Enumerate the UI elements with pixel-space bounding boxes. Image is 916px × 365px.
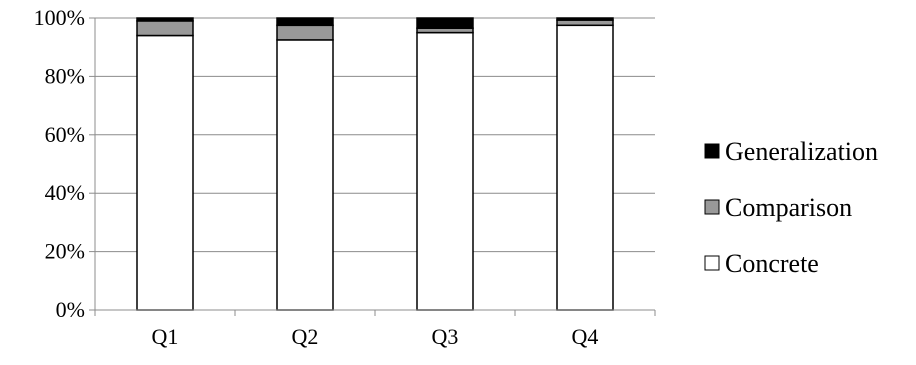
legend-swatch-generalization (704, 143, 720, 159)
legend: Generalization Comparison Concrete (704, 137, 878, 278)
x-tick-label: Q3 (432, 324, 459, 349)
axes (89, 17, 656, 316)
y-tick-label: 40% (45, 180, 85, 205)
bar-segment-concrete-q3 (416, 31, 474, 311)
y-tick-label: 0% (56, 297, 85, 322)
bar-segment-generalization-q3 (416, 17, 474, 29)
bar-segment-concrete-q1 (136, 34, 194, 311)
x-tick-label: Q1 (152, 324, 179, 349)
y-tick-label: 80% (45, 63, 85, 88)
y-tick-label: 60% (45, 122, 85, 147)
legend-swatch-concrete (704, 255, 720, 271)
bars (136, 17, 614, 311)
legend-label-concrete: Concrete (725, 249, 819, 278)
bar-segment-generalization-q4 (556, 17, 614, 21)
x-tick-label: Q4 (572, 324, 599, 349)
x-tick-label: Q2 (292, 324, 319, 349)
tick-labels: 0% 20% 40% 60% 80% 100% Q1 Q2 Q3 Q4 (34, 5, 599, 349)
bar-segment-comparison-q4 (556, 19, 614, 27)
y-tick-label: 20% (45, 239, 85, 264)
bar-segment-comparison-q2 (276, 24, 334, 41)
legend-swatch-comparison (704, 199, 720, 215)
bar-segment-generalization-q2 (276, 17, 334, 27)
bar-segment-generalization-q1 (136, 17, 194, 22)
bar-segment-concrete-q2 (276, 39, 334, 311)
legend-label-comparison: Comparison (725, 193, 852, 222)
bar-segment-concrete-q4 (556, 24, 614, 311)
y-tick-label: 100% (34, 5, 85, 30)
bar-segment-comparison-q1 (136, 20, 194, 37)
legend-label-generalization: Generalization (725, 137, 878, 166)
